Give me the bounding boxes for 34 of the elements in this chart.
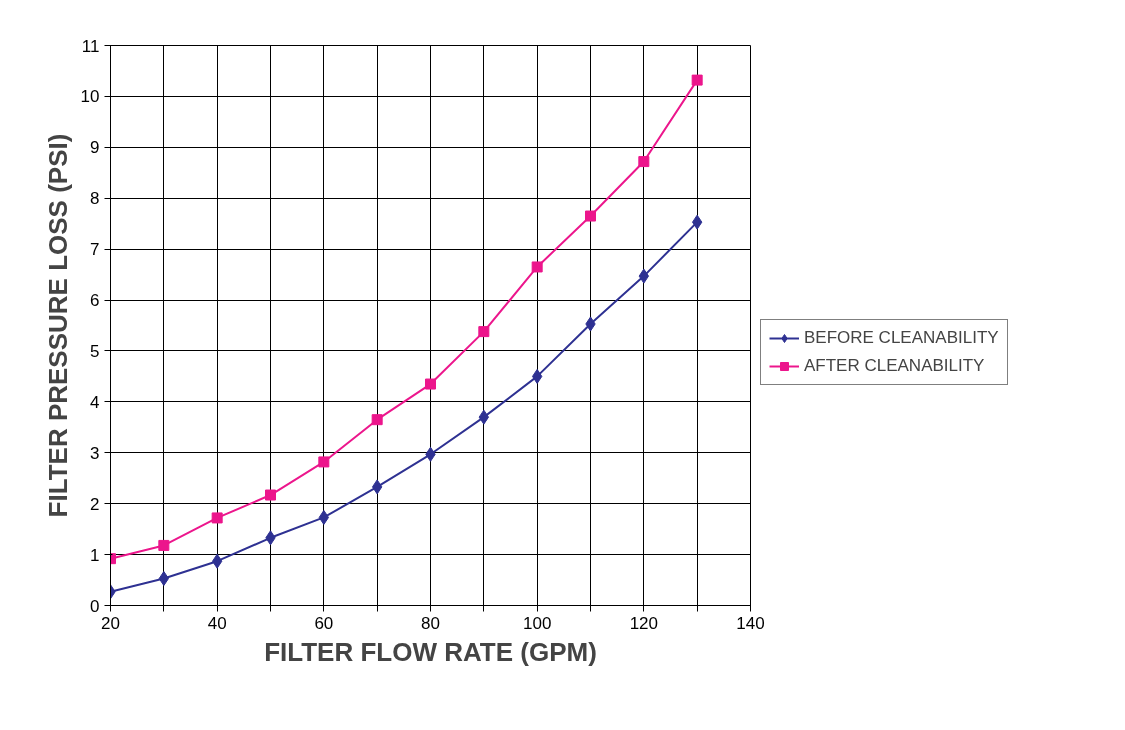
- y-tick-label: 0: [90, 596, 100, 616]
- x-tick-label: 40: [207, 613, 227, 633]
- x-tick-label: 20: [101, 613, 120, 633]
- y-tick-label: 1: [90, 545, 100, 565]
- y-tick-label: 3: [90, 443, 100, 463]
- legend-label: BEFORE CLEANABILITY: [804, 328, 999, 348]
- x-tick-label: 60: [314, 613, 334, 633]
- point: [425, 378, 436, 390]
- y-tick-label: 11: [81, 36, 100, 56]
- y-tick-label: 10: [80, 87, 100, 107]
- point: [371, 414, 383, 426]
- y-tick-label: 8: [90, 189, 100, 209]
- x-axis-title: FILTER FLOW RATE (GPM): [264, 636, 597, 667]
- point: [478, 326, 490, 338]
- x-tick-label: 120: [629, 613, 659, 633]
- y-tick-label: 5: [90, 341, 100, 361]
- y-axis-title: FILTER PRESSURE LOSS (PSI): [42, 133, 73, 518]
- point: [691, 74, 703, 86]
- y-tick-label: 2: [90, 494, 100, 514]
- point: [318, 456, 330, 468]
- point: [638, 156, 650, 168]
- y-tick-label: 4: [90, 392, 100, 412]
- y-tick-label: 6: [90, 291, 100, 311]
- y-tick-label: 7: [90, 240, 100, 260]
- point: [158, 539, 170, 551]
- legend-label: AFTER CLEANABILITY: [804, 356, 985, 376]
- y-tick-label: 9: [90, 138, 100, 158]
- point: [531, 261, 543, 273]
- point: [211, 512, 223, 524]
- x-tick-label: 80: [421, 613, 440, 633]
- x-tick-label: 100: [522, 613, 552, 633]
- point: [265, 489, 276, 501]
- x-tick-label: 140: [736, 613, 765, 633]
- point: [585, 210, 596, 222]
